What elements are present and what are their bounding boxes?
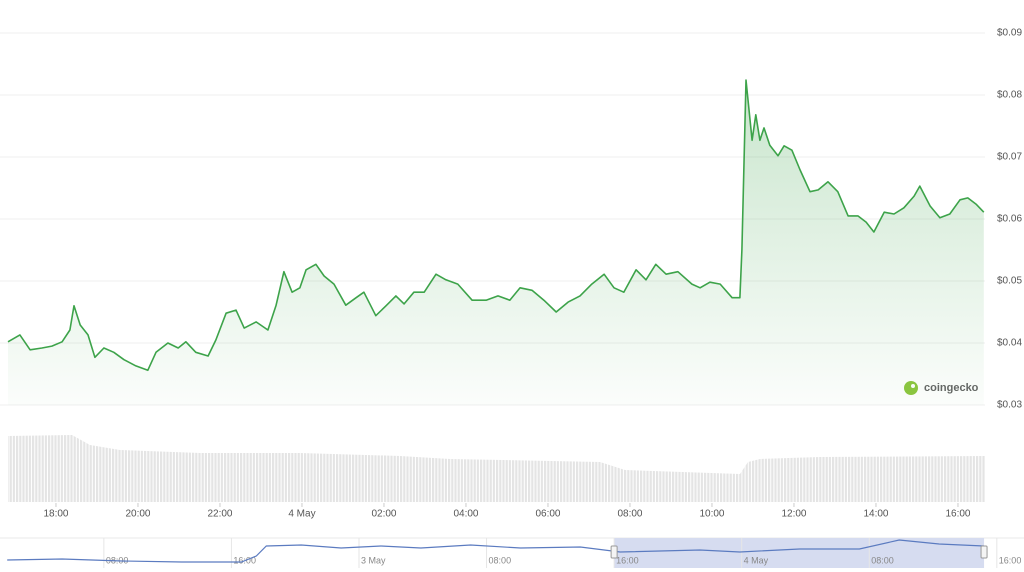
x-tick-label: 08:00 <box>617 509 642 520</box>
y-tick-label: $0.09 <box>997 28 1022 39</box>
y-tick-label: $0.08 <box>997 90 1022 101</box>
x-tick-label: 02:00 <box>371 509 396 520</box>
x-tick-label: 12:00 <box>781 509 806 520</box>
y-tick-label: $0.04 <box>997 338 1022 349</box>
x-tick-label: 22:00 <box>207 509 232 520</box>
navigator-tick-label: 08:00 <box>489 555 512 565</box>
navigator-tick-label: 16:00 <box>999 555 1022 565</box>
price-line <box>7 79 985 372</box>
navigator-tick-label: 4 May <box>744 555 769 565</box>
navigator-handle <box>980 545 988 559</box>
navigator-tick-label: 16:00 <box>616 555 639 565</box>
volume-bars <box>8 435 985 502</box>
navigator-tick-label: 08:00 <box>871 555 894 565</box>
x-tick-label: 20:00 <box>125 509 150 520</box>
navigator-handle <box>610 545 618 559</box>
x-tick-label: 14:00 <box>863 509 888 520</box>
x-tick-label: 10:00 <box>699 509 724 520</box>
y-tick-label: $0.07 <box>997 152 1022 163</box>
x-tick-label: 16:00 <box>945 509 970 520</box>
navigator-selection <box>614 538 985 568</box>
y-tick-label: $0.06 <box>997 214 1022 225</box>
x-tick-label: 04:00 <box>453 509 478 520</box>
y-tick-label: $0.05 <box>997 276 1022 287</box>
price-area <box>8 80 984 405</box>
y-tick-label: $0.03 <box>997 400 1022 411</box>
navigator-tick-label: 3 May <box>361 555 386 565</box>
navigator-line <box>7 539 984 563</box>
x-tick-label: 4 May <box>288 509 315 520</box>
x-tick-label: 18:00 <box>43 509 68 520</box>
x-tick-label: 06:00 <box>535 509 560 520</box>
